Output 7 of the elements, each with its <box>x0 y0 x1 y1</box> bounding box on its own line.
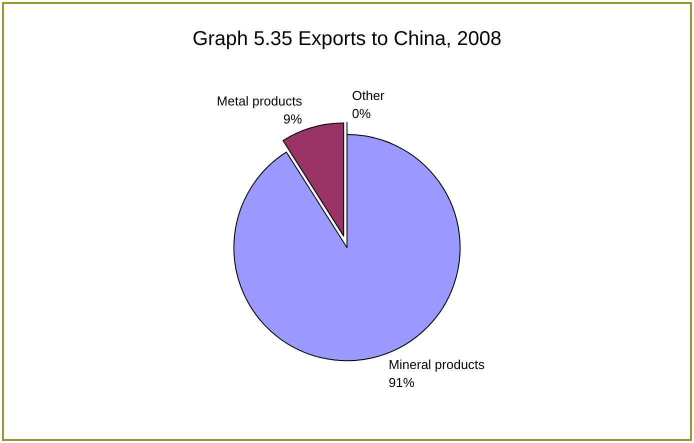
data-label: 91% <box>388 374 416 390</box>
slice-label: Mineral products <box>388 356 486 372</box>
chart-title: Graph 5.35 Exports to China, 2008 <box>192 28 502 50</box>
category-label: Other <box>352 88 385 103</box>
slice-label: Metal products <box>216 94 303 109</box>
data-label: 9% <box>283 112 303 127</box>
text: 0% <box>352 106 371 121</box>
